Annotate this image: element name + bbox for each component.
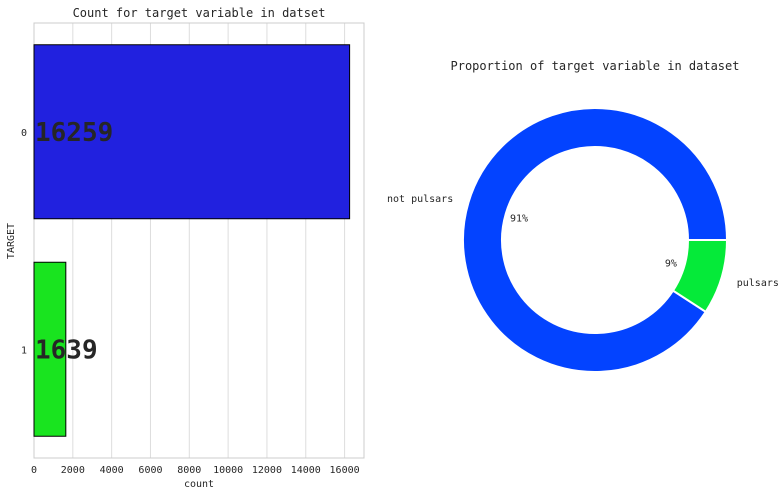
bar-chart-frame xyxy=(33,22,365,459)
x-tick-label: 6000 xyxy=(138,465,162,476)
bar-chart-panel: Count for target variable in datset 1625… xyxy=(6,6,365,490)
donut-chart-labels: not pulsars 91% pulsars 9% xyxy=(387,194,779,289)
bar-chart-y-ticks: 01 xyxy=(21,128,27,357)
x-tick-label: 10000 xyxy=(213,465,243,476)
x-tick-label: 0 xyxy=(31,465,37,476)
x-tick-label: 14000 xyxy=(291,465,321,476)
donut-percent-label: 91% xyxy=(510,214,528,225)
y-tick-label: 0 xyxy=(21,128,27,139)
bar xyxy=(33,261,67,437)
bar-value-label: 16259 xyxy=(35,118,113,148)
bar-value-label: 1639 xyxy=(35,335,98,365)
donut-percent-label: 9% xyxy=(665,258,677,269)
donut-chart-panel: Proportion of target variable in dataset… xyxy=(387,59,779,373)
y-tick-label: 1 xyxy=(21,345,27,356)
x-tick-label: 4000 xyxy=(100,465,124,476)
donut-slice xyxy=(671,239,729,314)
x-tick-label: 12000 xyxy=(252,465,282,476)
bar-chart-bars: 16259 1639 xyxy=(33,44,351,437)
donut-slice xyxy=(462,107,729,373)
donut-slice-label: pulsars xyxy=(737,278,779,289)
bar-chart-x-ticks: 0 2000 4000 6000 8000 10000 12000 14000 16000 xyxy=(31,465,360,476)
bar-chart-title: Count for target variable in datset xyxy=(73,6,326,20)
donut-slice-label: not pulsars xyxy=(387,194,453,205)
donut-chart-slices xyxy=(462,107,729,373)
x-tick-label: 2000 xyxy=(61,465,85,476)
bar-chart-x-axis-label: count xyxy=(184,479,214,490)
bar xyxy=(33,44,351,220)
donut-chart-title: Proportion of target variable in dataset xyxy=(451,59,740,73)
x-tick-label: 16000 xyxy=(330,465,360,476)
x-tick-label: 8000 xyxy=(177,465,201,476)
bar-chart-y-axis-label: TARGET xyxy=(6,223,17,259)
